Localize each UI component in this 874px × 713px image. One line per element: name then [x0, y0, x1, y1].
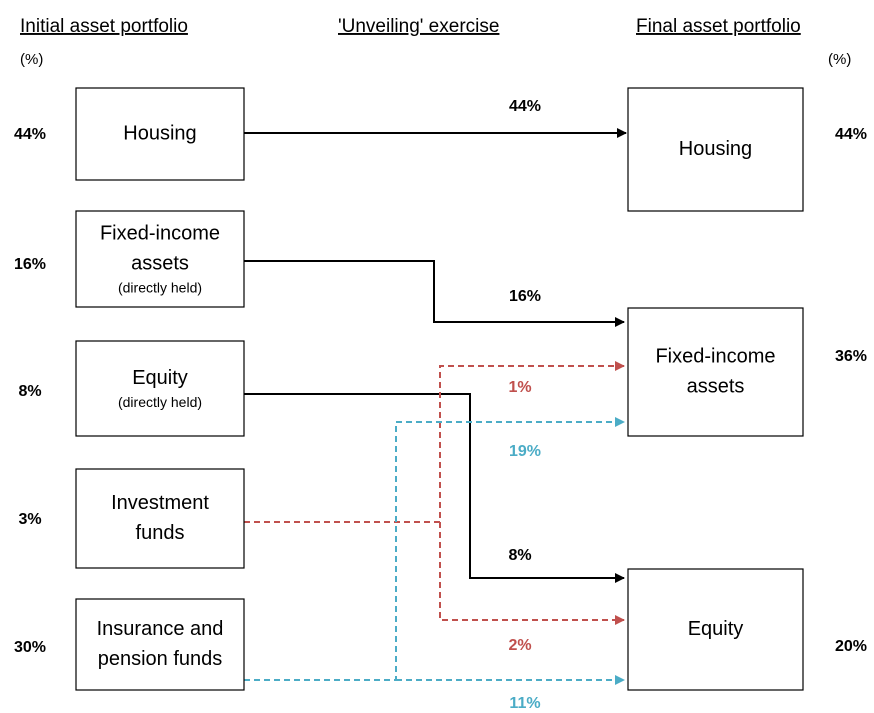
node-box — [627, 568, 804, 691]
node-box — [627, 307, 804, 437]
node-label: Housing — [123, 122, 196, 144]
node-label: (directly held) — [118, 280, 202, 296]
node-share: 3% — [18, 511, 41, 528]
node-label: (directly held) — [118, 394, 202, 410]
node-label: pension funds — [98, 648, 223, 670]
node-label: Housing — [679, 138, 752, 160]
flow-label: 8% — [508, 547, 531, 564]
arrows — [244, 128, 627, 685]
flow-label: 44% — [509, 98, 541, 115]
node-box — [75, 468, 245, 569]
node-share: 16% — [14, 256, 46, 273]
flow-label: 2% — [508, 637, 531, 654]
arrow — [439, 522, 625, 625]
node-label: Fixed-income — [100, 222, 220, 244]
flow-label: 11% — [509, 695, 540, 712]
header-middle: 'Unveiling' exercise — [338, 16, 499, 37]
header-right: Final asset portfolio — [636, 16, 801, 37]
arrow — [244, 361, 625, 523]
node-label: Equity — [688, 618, 744, 640]
flow-label: 1% — [508, 379, 531, 396]
node-box — [75, 87, 245, 181]
flow-label: 19% — [509, 443, 541, 460]
node-label: Investment — [111, 492, 209, 514]
node-label: Equity — [132, 367, 188, 389]
node-box — [75, 210, 245, 308]
node-label: funds — [136, 522, 185, 544]
arrow — [244, 417, 625, 681]
flow-label: 16% — [509, 288, 541, 305]
node-share: 8% — [18, 383, 41, 400]
node-label: assets — [131, 252, 189, 274]
nodes: Housing 44% Fixed-income assets (directly he… — [14, 87, 867, 691]
header-left: Initial asset portfolio — [20, 16, 188, 37]
node-label: Insurance and — [97, 618, 224, 640]
node-share: 20% — [835, 638, 867, 655]
arrow — [244, 260, 625, 327]
node-share: 30% — [14, 639, 46, 656]
arrow — [244, 393, 625, 583]
node-box — [75, 598, 245, 691]
node-share: 36% — [835, 348, 867, 365]
unit-right: (%) — [828, 51, 851, 68]
node-share: 44% — [14, 126, 46, 143]
node-label: Fixed-income — [655, 345, 775, 367]
node-share: 44% — [835, 126, 867, 143]
unit-left: (%) — [20, 51, 43, 68]
node-box — [627, 87, 804, 212]
node-box — [75, 340, 245, 437]
node-label: assets — [687, 375, 745, 397]
